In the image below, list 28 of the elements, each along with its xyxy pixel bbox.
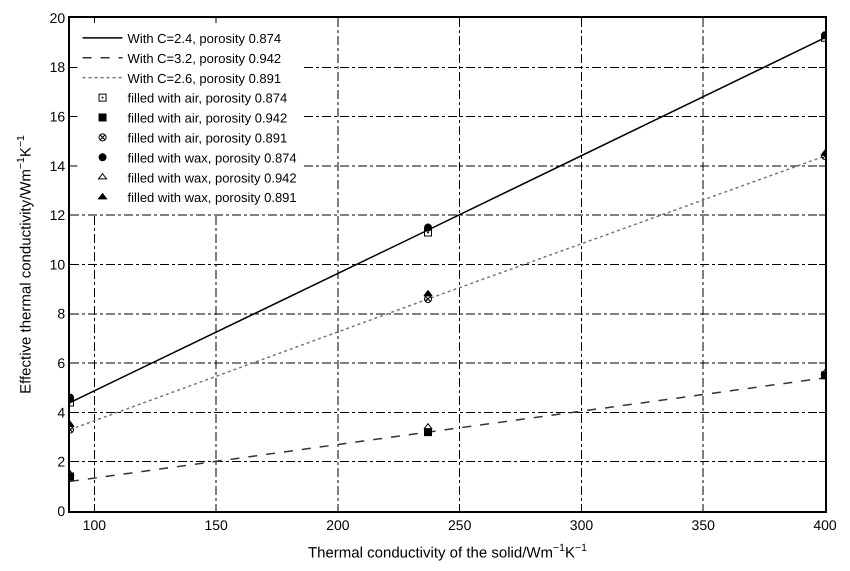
y-tick-label: 10 bbox=[50, 256, 66, 272]
legend-label: filled with wax, porosity 0.942 bbox=[128, 170, 297, 186]
x-tick-label: 250 bbox=[448, 516, 472, 533]
y-tick-label: 8 bbox=[57, 306, 66, 322]
legend-label: With C=2.6, porosity 0.891 bbox=[128, 70, 282, 86]
y-tick-label: 16 bbox=[50, 108, 66, 124]
x-tick-label: 400 bbox=[813, 516, 837, 533]
y-tick-label: 20 bbox=[50, 10, 66, 26]
y-tick-label: 6 bbox=[57, 355, 66, 371]
y-tick-label: 14 bbox=[50, 158, 66, 174]
x-tick-label: 300 bbox=[570, 516, 594, 533]
legend-label: filled with wax, porosity 0.891 bbox=[128, 190, 297, 206]
legend-label: filled with air, porosity 0.891 bbox=[128, 130, 288, 146]
legend-label: filled with air, porosity 0.874 bbox=[128, 90, 288, 106]
legend-label: filled with wax, porosity 0.874 bbox=[128, 150, 297, 166]
x-tick-label: 350 bbox=[692, 516, 716, 533]
x-tick-label: 100 bbox=[82, 516, 106, 533]
y-tick-label: 0 bbox=[57, 502, 66, 519]
y-tick-label: 12 bbox=[50, 207, 66, 224]
x-tick-label: 150 bbox=[204, 516, 228, 533]
legend-label: With C=3.2, porosity 0.942 bbox=[128, 50, 282, 66]
y-tick-label: 4 bbox=[57, 404, 66, 420]
legend-label: filled with air, porosity 0.942 bbox=[128, 110, 288, 126]
y-tick-label: 18 bbox=[50, 59, 66, 76]
legend-label: With C=2.4, porosity 0.874 bbox=[128, 30, 282, 46]
x-tick-label: 200 bbox=[326, 516, 350, 533]
y-tick-label: 2 bbox=[57, 454, 66, 470]
x-axis-title: Thermal conductivity of the solid/Wm$^{−1}$K$^{−1}$ bbox=[308, 542, 588, 562]
